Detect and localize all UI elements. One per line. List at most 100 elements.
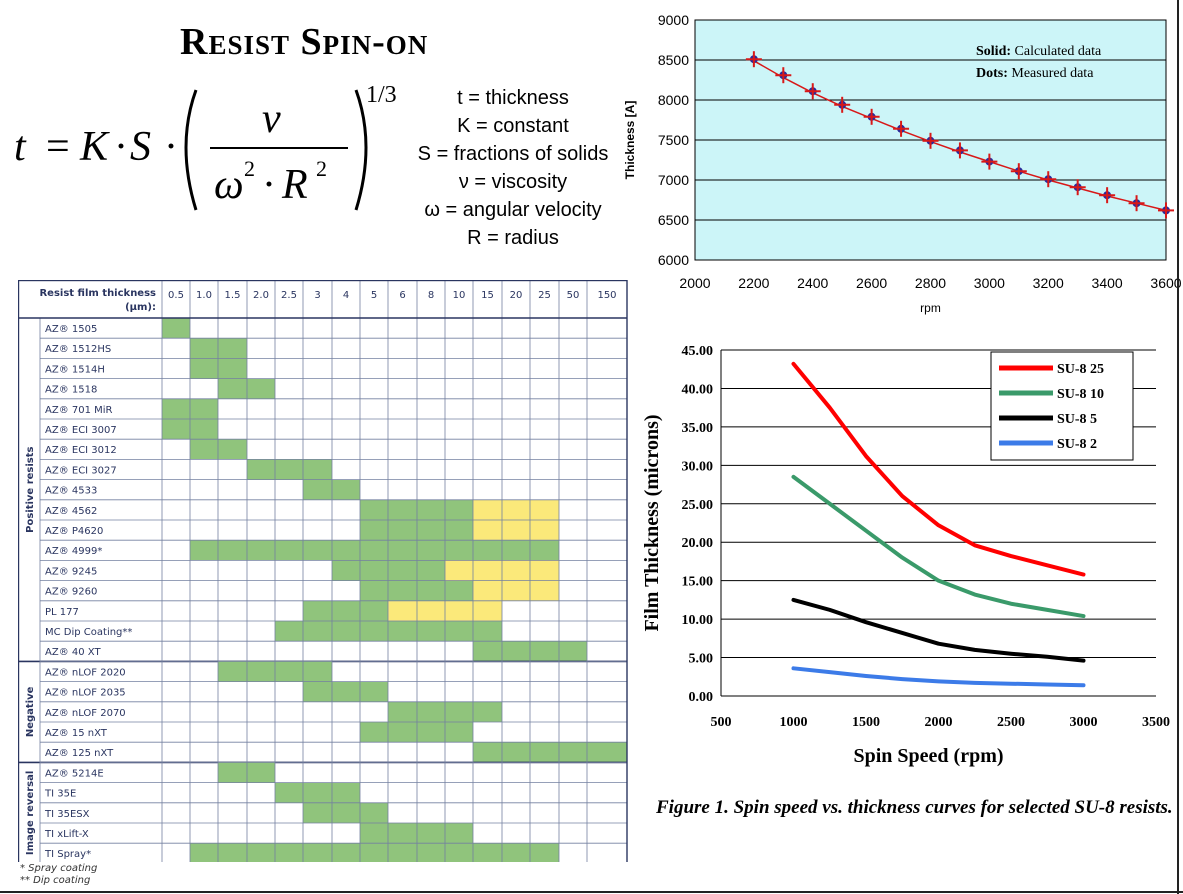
resist-label: AZ® 9245 [45,566,97,577]
cell-green [247,459,275,480]
y-tick-label: 7500 [658,132,689,148]
cell-green [502,843,530,862]
cell-green [417,621,445,642]
resist-label: AZ® P4620 [45,526,103,537]
resist-label: MC Dip Coating** [45,627,132,638]
resist-label: TI 35E [44,789,76,800]
formula-k: K [79,124,110,170]
cell-green [218,540,247,561]
formula-equals: = [46,124,70,170]
cell-green [417,722,445,743]
x-tick-label: 3000 [974,275,1005,291]
resist-label: AZ® nLOF 2020 [45,667,126,678]
annotation-solid: Solid: Calculated data [976,44,1102,59]
cell-green [360,823,388,844]
resist-label: AZ® ECI 3027 [45,465,117,476]
y-axis-label: Thickness [A] [623,101,637,180]
cell-green [218,378,247,399]
cell-green [445,580,473,601]
column-header: 3 [314,290,320,301]
cell-green [559,742,587,763]
y-tick-label: 45.00 [682,344,714,359]
cell-green [275,782,303,803]
cell-green [360,802,388,823]
x-tick-label: 3400 [1092,275,1123,291]
cell-green [388,843,417,862]
annotation-dots: Dots: Measured data [976,66,1094,81]
cell-green [388,621,417,642]
formula-r: R [281,162,308,208]
cell-green [190,338,218,359]
y-tick-label: 6000 [658,252,689,268]
column-header: 0.5 [168,290,184,301]
cell-green [162,318,190,339]
cell-green [445,722,473,743]
variable-item: R = radius [467,227,559,249]
cell-green [360,520,388,541]
cell-green [417,520,445,541]
cell-green [587,742,627,763]
cell-green [275,459,303,480]
resist-label: AZ® 1512HS [45,344,111,355]
cell-yellow [502,560,530,581]
formula-omega: ω [214,162,244,208]
cell-green [275,843,303,862]
cell-green [417,823,445,844]
y-tick-label: 8000 [658,92,689,108]
cell-green [530,843,559,862]
cell-green [417,560,445,581]
cell-green [190,540,218,561]
cell-green [417,843,445,862]
formula-left-paren [184,89,198,211]
cell-green [388,701,417,722]
variable-item: t = thickness [457,87,569,109]
x-tick-label: 1000 [780,715,808,730]
column-header: 4 [343,290,349,301]
annotation-solid-text: Calculated data [1011,44,1102,59]
y-tick-label: 6500 [658,212,689,228]
cell-green [445,701,473,722]
su8-spin-curve-chart: 0.00 5.00 10.00 15.00 20.00 25.00 30.00 35.00 40… [641,344,1170,767]
cell-green [218,358,247,379]
resist-label: AZ® ECI 3012 [45,445,117,456]
cell-green [360,560,388,581]
cell-yellow [473,499,502,520]
cell-yellow [473,600,502,621]
cell-green [275,540,303,561]
column-header: 6 [399,290,405,301]
legend-label: SU-8 5 [1057,412,1097,427]
cell-yellow [530,580,559,601]
variable-item: ν = viscosity [458,171,568,193]
cell-green [190,358,218,379]
header-label: Resist film thickness [39,288,156,299]
formula-dot2: · [164,124,178,170]
x-tick-label: 2500 [997,715,1025,730]
resist-label: AZ® 40 XT [45,647,101,658]
cell-yellow [502,580,530,601]
annotation-dots-text: Measured data [1008,66,1094,81]
cell-green [303,681,332,702]
cell-green [218,338,247,359]
column-header: 20 [510,290,523,301]
column-header: 50 [567,290,580,301]
formula-dot1: · [114,124,128,170]
y-tick-label: 20.00 [682,536,714,551]
spin-formula: t = K · S · ν ω 2 · R 2 1/3 [14,82,397,211]
y-axis-label: Film Thickness (microns) [641,414,663,631]
cell-yellow [445,600,473,621]
footnote-spray: * Spray coating [20,863,98,874]
y-tick-label: 10.00 [682,613,714,628]
cell-green [388,540,417,561]
resist-label: TI 35ESX [44,809,90,820]
column-header: 10 [453,290,466,301]
variable-item: ω = angular velocity [424,199,602,221]
cell-green [332,479,360,500]
x-tick-label: 1500 [852,715,880,730]
x-axis-label: rpm [920,301,941,315]
cell-green [162,419,190,440]
formula-right-paren [354,89,368,211]
formula-t: t [14,124,27,170]
cell-green [332,621,360,642]
cell-green [445,621,473,642]
